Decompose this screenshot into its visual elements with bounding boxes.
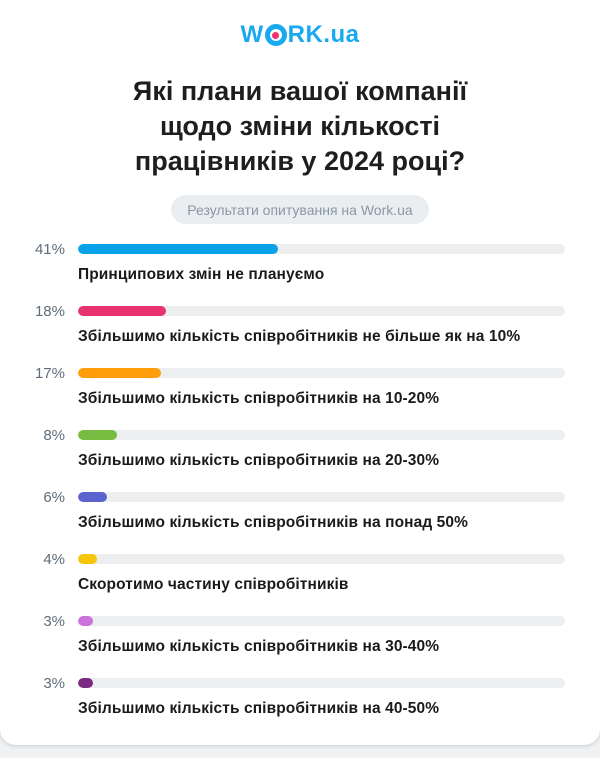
result-row: 3% Збільшимо кількість співробітників на… [0,613,565,656]
result-row: 6% Збільшимо кількість співробітників на… [0,489,565,532]
result-row: 17% Збільшимо кількість співробітників н… [0,365,565,408]
answer-label: Збільшимо кількість співробітників на 10… [78,390,440,407]
result-row: 4% Скоротимо частину співробітників [0,551,565,594]
bar-track [78,368,565,378]
result-row: 8% Збільшимо кількість співробітників на… [0,427,565,470]
subtitle-badge: Результати опитування на Work.ua [171,195,429,224]
answer-label: Збільшимо кількість співробітників на 30… [78,638,440,655]
logo-text-start: W [240,21,264,48]
row-content: Збільшимо кількість співробітників на по… [78,492,565,532]
percent-label: 3% [43,675,65,692]
bar-fill [78,616,93,626]
page-title: Які плани вашої компанії щодо зміни кіль… [0,74,600,179]
logo-dot-icon [272,31,280,39]
result-row: 3% Збільшимо кількість співробітників на… [0,675,565,718]
bar-fill [78,492,108,502]
row-content: Збільшимо кількість співробітників не бі… [78,306,565,346]
bar-fill [78,368,161,378]
logo-text-end: RK [287,21,324,48]
logo-o-icon [264,24,287,46]
percent-label: 41% [34,241,65,258]
bar-track [78,430,565,440]
row-content: Принципових змін не плануємо [78,244,565,284]
workua-logo: W RK .ua [0,22,600,48]
percent-label: 17% [34,365,65,382]
bar-track [78,244,565,254]
row-content: Збільшимо кількість співробітників на 10… [78,368,565,408]
result-row: 41% Принципових змін не плануємо [0,241,565,284]
answer-label: Збільшимо кількість співробітників не бі… [78,328,521,345]
bar-fill [78,678,93,688]
row-content: Збільшимо кількість співробітників на 30… [78,616,565,656]
result-row: 18% Збільшимо кількість співробітників н… [0,303,565,346]
title-line-1: Які плани вашої компанії [132,76,468,106]
logo-domain-suffix: .ua [323,21,360,48]
bar-track [78,678,565,688]
bar-track [78,492,565,502]
title-line-2: щодо зміни кількості [159,111,441,141]
row-content: Збільшимо кількість співробітників на 40… [78,678,565,718]
percent-label: 18% [34,303,65,320]
bar-fill [78,244,278,254]
answer-label: Збільшимо кількість співробітників на 20… [78,452,440,469]
row-content: Скоротимо частину співробітників [78,554,565,594]
title-line-3: працівників у 2024 році? [134,146,466,176]
percent-label: 6% [43,489,65,506]
answer-label: Принципових змін не плануємо [78,266,325,283]
answer-label: Збільшимо кількість співробітників на 40… [78,700,440,717]
bar-fill [78,554,98,564]
percent-label: 3% [43,613,65,630]
results-list: 41% Принципових змін не плануємо 18% Збі… [0,241,600,718]
percent-label: 8% [43,427,65,444]
bar-track [78,306,565,316]
percent-label: 4% [43,551,65,568]
bar-fill [78,306,166,316]
answer-label: Збільшимо кількість співробітників на по… [78,514,468,531]
bar-track [78,554,565,564]
bar-track [78,616,565,626]
bar-fill [78,430,117,440]
row-content: Збільшимо кількість співробітників на 20… [78,430,565,470]
answer-label: Скоротимо частину співробітників [78,576,349,593]
subtitle-badge-wrap: Результати опитування на Work.ua [0,195,600,224]
